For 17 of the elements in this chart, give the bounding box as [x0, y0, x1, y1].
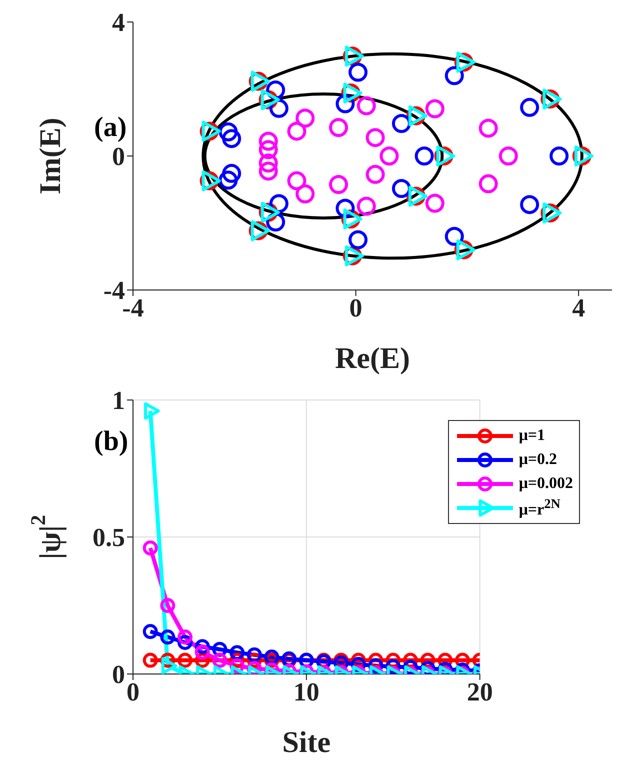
- text: (b): [94, 426, 128, 458]
- legend-label: μ=1: [518, 427, 545, 445]
- x-tick-label: 4: [572, 293, 586, 322]
- x-axis-title: Site: [282, 726, 331, 759]
- y-tick-label: 0.5: [92, 523, 125, 552]
- x-tick-label: 0: [349, 293, 362, 322]
- x-tick-label: 20: [466, 677, 493, 706]
- x-tick-label: 10: [293, 677, 320, 706]
- legend-label: μ=r$^{2N}$: [518, 496, 560, 520]
- y-tick-label: 1: [112, 386, 125, 416]
- y-tick-label: 4: [112, 8, 125, 38]
- y-axis-title: Im(E): [34, 118, 66, 194]
- text: (a): [94, 112, 127, 144]
- y-tick-label: 0: [112, 142, 125, 172]
- legend-label: μ=0.2: [518, 451, 557, 469]
- x-axis-title: Re(E): [335, 342, 410, 375]
- legend-label: μ=0.002: [518, 475, 573, 493]
